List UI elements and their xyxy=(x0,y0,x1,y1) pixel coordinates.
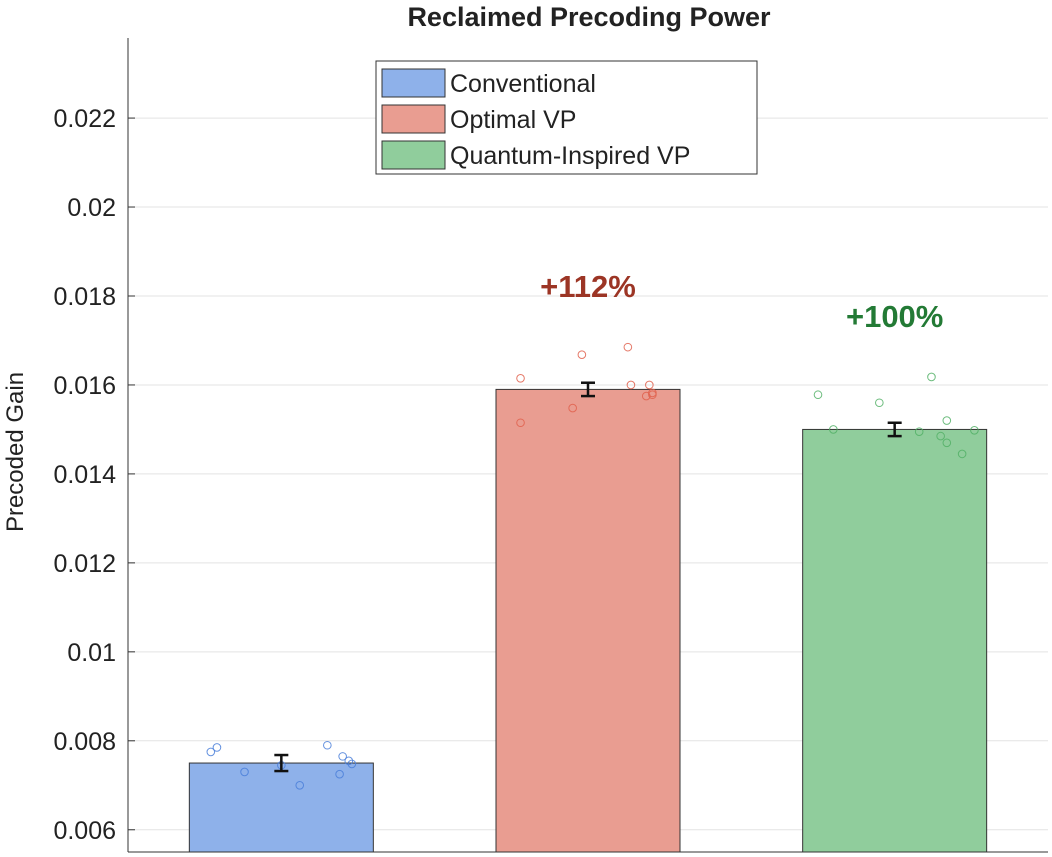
point-0-1 xyxy=(212,743,222,752)
point-1-5 xyxy=(626,380,636,390)
bar-2 xyxy=(802,428,988,853)
point-0-7 xyxy=(338,752,347,761)
y-tick-label-6: 0.018 xyxy=(53,283,116,311)
point-2-2 xyxy=(875,398,884,408)
point-2-7 xyxy=(942,416,952,425)
point-1-2 xyxy=(568,403,577,413)
legend-swatch-2 xyxy=(381,140,446,170)
point-0-9 xyxy=(347,759,357,769)
y-axis-label: Precoded Gain xyxy=(2,372,29,532)
bar-1 xyxy=(495,388,681,853)
annotation-2: +100% xyxy=(846,299,943,334)
improvement-annotations: +112% +100% xyxy=(540,269,943,334)
annotation-1: +112% xyxy=(540,269,636,304)
legend-swatch-0 xyxy=(381,68,446,98)
y-tick-label-5: 0.016 xyxy=(53,372,116,400)
legend-label-0: Conventional xyxy=(450,70,596,98)
legend-swatch-1 xyxy=(381,104,446,134)
error-bars xyxy=(274,381,902,773)
point-1-3 xyxy=(577,350,587,360)
legend-label-1: Optimal VP xyxy=(450,106,576,134)
legend-label-2: Quantum-Inspired VP xyxy=(450,142,690,170)
point-0-8 xyxy=(344,756,354,766)
point-1-0 xyxy=(516,418,525,428)
point-0-0 xyxy=(206,747,216,757)
point-2-6 xyxy=(942,438,952,448)
point-2-8 xyxy=(957,449,967,459)
bar-0 xyxy=(188,762,374,853)
chart-title: Reclaimed Precoding Power xyxy=(407,2,771,32)
point-0-2 xyxy=(240,767,249,777)
point-1-7 xyxy=(645,380,654,390)
y-tick-label-0: 0.006 xyxy=(53,817,116,845)
point-2-3 xyxy=(914,427,924,436)
point-2-9 xyxy=(970,426,979,435)
legend: Conventional Optimal VP Quantum-Inspired V… xyxy=(375,60,758,175)
point-2-1 xyxy=(829,425,838,434)
y-tick-label-1: 0.008 xyxy=(53,728,116,756)
point-2-5 xyxy=(936,431,945,441)
y-tick-label-3: 0.012 xyxy=(53,550,116,578)
point-2-0 xyxy=(813,390,823,400)
point-0-4 xyxy=(295,780,305,790)
point-1-4 xyxy=(623,342,633,352)
y-tick-label-7: 0.02 xyxy=(67,194,116,222)
y-tick-label-8: 0.022 xyxy=(53,105,116,133)
axes: 0.006 0.008 0.01 0.012 0.014 0.016 0.018 0.02 0.… xyxy=(53,38,1048,853)
point-0-6 xyxy=(335,769,344,779)
y-tick-label-4: 0.014 xyxy=(53,461,116,489)
point-0-5 xyxy=(323,740,332,750)
point-2-4 xyxy=(927,372,936,382)
y-tick-label-2: 0.01 xyxy=(67,639,116,667)
bars xyxy=(188,388,988,853)
point-1-1 xyxy=(516,373,525,383)
point-1-9 xyxy=(648,388,657,398)
